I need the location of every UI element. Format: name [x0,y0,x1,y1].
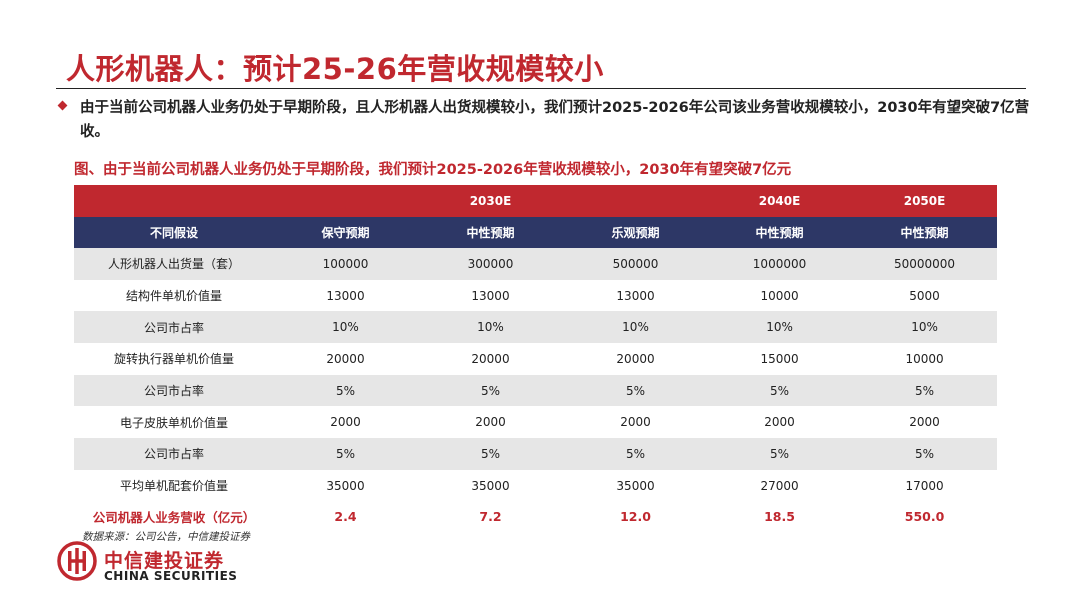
row-label-cell: 公司市占率 [74,311,274,344]
value-cell: 27000 [707,469,853,502]
value-cell: 35000 [564,469,708,502]
value-cell: 100000 [274,248,417,280]
bullet-point: 由于当前公司机器人业务仍处于早期阶段，且人形机器人出货规模较小，我们预计2025… [56,96,1031,144]
value-cell: 5% [707,374,853,407]
column-header-cell: 不同假设 [74,217,274,248]
value-cell: 300000 [417,248,564,280]
diamond-bullet-icon [57,100,68,111]
value-cell: 35000 [274,469,417,502]
table-row: 公司市占率 5% 5% 5% 5% 5% [74,438,998,470]
revenue-row: 公司机器人业务营收（亿元） 2.4 7.2 12.0 18.5 550.0 [74,502,997,532]
value-cell: 2000 [274,406,417,439]
value-cell: 2000 [417,406,564,439]
table-row: 旋转执行器单机价值量 20000 20000 20000 15000 10000 [74,343,998,375]
revenue-value-cell: 18.5 [764,509,795,524]
revenue-value-cell: 12.0 [620,509,651,524]
value-cell: 5% [707,438,853,470]
value-cell: 10000 [707,279,853,312]
value-cell: 2000 [564,406,708,439]
value-cell: 5% [564,438,708,470]
value-cell: 2000 [852,406,998,439]
value-cell: 10% [852,311,998,344]
value-cell: 20000 [564,343,708,375]
table-row: 人形机器人出货量（套） 100000 300000 500000 1000000 5000… [74,248,998,280]
column-header-cell: 中性预期 [417,217,564,248]
table-body: 人形机器人出货量（套） 100000 300000 500000 1000000 5000… [74,248,998,532]
bullet-text: 由于当前公司机器人业务仍处于早期阶段，且人形机器人出货规模较小，我们预计2025… [80,100,1030,140]
revenue-value-cell: 550.0 [904,509,945,524]
year-header-cell: 2030E [274,185,708,217]
row-label-cell: 结构件单机价值量 [74,279,274,312]
value-cell: 13000 [564,279,708,312]
value-cell: 15000 [707,343,853,375]
table-row: 平均单机配套价值量 35000 35000 35000 27000 17000 [74,469,998,502]
year-header-row: 2030E 2040E 2050E [74,185,998,217]
value-cell: 13000 [274,279,417,312]
value-cell: 10000 [852,343,998,375]
column-header-cell: 中性预期 [707,217,853,248]
value-cell: 2000 [707,406,853,439]
value-cell: 5% [417,438,564,470]
value-cell: 1000000 [707,248,853,280]
column-header-cell: 保守预期 [274,217,417,248]
data-source: 数据来源：公司公告，中信建投证券 [82,531,250,543]
revenue-label-cell: 公司机器人业务营收（亿元） [92,510,256,525]
value-cell: 10% [417,311,564,344]
row-label-cell: 平均单机配套价值量 [74,469,274,502]
figure-caption: 图、由于当前公司机器人业务仍处于早期阶段，我们预计2025-2026年营收规模较… [74,162,792,178]
column-header-row: 不同假设 保守预期 中性预期 乐观预期 中性预期 中性预期 [74,217,998,248]
revenue-forecast-table: 2030E 2040E 2050E 不同假设 保守预期 中性预期 乐观预期 中性预期 中性… [74,185,998,532]
value-cell: 13000 [417,279,564,312]
logo-english-name: CHINA SECURITIES [104,569,238,583]
value-cell: 5% [274,438,417,470]
value-cell: 20000 [417,343,564,375]
column-header-cell: 中性预期 [852,217,998,248]
revenue-value-cell: 2.4 [334,509,357,524]
column-header-cell: 乐观预期 [564,217,708,248]
value-cell: 5% [274,374,417,407]
slide-title: 人形机器人：预计25-26年营收规模较小 [66,52,604,86]
table-row: 公司市占率 5% 5% 5% 5% 5% [74,374,998,407]
value-cell: 10% [707,311,853,344]
row-label-cell: 电子皮肤单机价值量 [74,406,274,439]
value-cell: 5% [852,438,998,470]
row-label-cell: 人形机器人出货量（套） [74,248,274,280]
row-label-cell: 公司市占率 [74,438,274,470]
year-header-cell [74,185,274,217]
table-row: 电子皮肤单机价值量 2000 2000 2000 2000 2000 [74,406,998,439]
title-divider [56,88,1026,89]
value-cell: 10% [564,311,708,344]
value-cell: 50000000 [852,248,998,280]
value-cell: 5% [417,374,564,407]
row-label-cell: 旋转执行器单机价值量 [74,343,274,375]
table-row: 结构件单机价值量 13000 13000 13000 10000 5000 [74,279,998,312]
revenue-value-cell: 7.2 [479,509,502,524]
row-label-cell: 公司市占率 [74,374,274,407]
value-cell: 10% [274,311,417,344]
value-cell: 35000 [417,469,564,502]
value-cell: 5000 [852,279,998,312]
citic-logo-icon [57,541,97,581]
value-cell: 20000 [274,343,417,375]
year-header-cell: 2050E [852,185,998,217]
logo-chinese-name: 中信建投证券 [104,550,225,572]
value-cell: 5% [564,374,708,407]
table-row: 公司市占率 10% 10% 10% 10% 10% [74,311,998,344]
value-cell: 500000 [564,248,708,280]
value-cell: 17000 [852,469,998,502]
year-header-cell: 2040E [707,185,853,217]
value-cell: 5% [852,374,998,407]
